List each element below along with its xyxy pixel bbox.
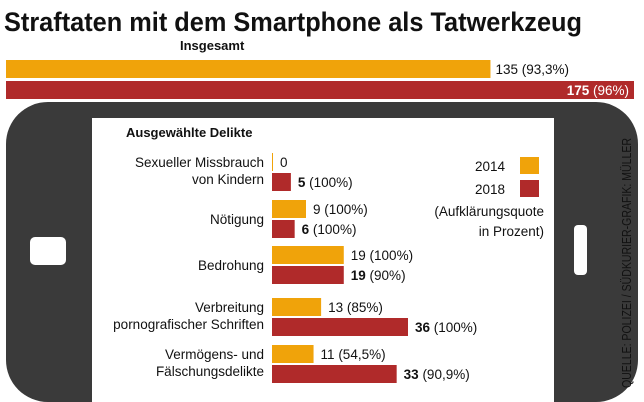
section-title: Ausgewählte Delikte	[126, 125, 252, 140]
bar-2018	[272, 266, 344, 284]
legend-note-line1: (Aufklärungsquote	[434, 204, 544, 219]
category-label: Fälschungsdelikte	[156, 364, 264, 379]
bar-label-2014: 19 (100%)	[351, 248, 413, 263]
bar-2018	[272, 220, 295, 238]
category-label: von Kindern	[192, 172, 264, 187]
bar-label-2014: 9 (100%)	[313, 202, 368, 217]
bar-label-2018: 6 (100%)	[302, 222, 357, 237]
category-label: Nötigung	[210, 212, 264, 227]
bar-label-2014: 0	[280, 155, 288, 170]
bar-2018	[272, 318, 408, 336]
total-label-2014: 135 (93,3%)	[495, 62, 569, 77]
category-label: Sexueller Missbrauch	[135, 155, 264, 170]
legend-label-2014: 2014	[475, 159, 506, 174]
legend: 2014 2018 (Aufklärungsquote in Prozent)	[434, 157, 544, 239]
legend-swatch-2018	[520, 180, 539, 197]
category-bars: Sexueller Missbrauch von Kindern 0 5 (100%)…	[113, 153, 477, 383]
bar-label-2014: 13 (85%)	[328, 300, 383, 315]
phone-home-button	[30, 237, 66, 265]
bar-2018	[272, 173, 291, 191]
chart-title: Straftaten mit dem Smartphone als Tatwer…	[4, 7, 582, 37]
bar-2014	[272, 200, 306, 218]
source-note: QUELLE: POLIZEI / SÜDKURIER-GRAFIK: MÜLL…	[620, 138, 634, 388]
bar-2018	[272, 365, 397, 383]
legend-label-2018: 2018	[475, 182, 505, 197]
category-label: Vermögens- und	[165, 347, 264, 362]
bar-label-2018: 36 (100%)	[415, 320, 477, 335]
category-label: pornografischer Schriften	[113, 317, 264, 332]
bar-2014	[272, 246, 344, 264]
bar-label-2018: 5 (100%)	[298, 175, 353, 190]
total-label-2018: 175 (96%)	[567, 83, 629, 98]
bar-label-2014: 11 (54,5%)	[321, 347, 386, 362]
legend-note-line2: in Prozent)	[479, 224, 544, 239]
bar-2014	[272, 153, 273, 171]
total-bar-2018	[6, 81, 634, 99]
category-label: Verbreitung	[195, 300, 264, 315]
bar-2014	[272, 345, 314, 363]
bar-label-2018: 33 (90,9%)	[404, 367, 470, 382]
legend-swatch-2014	[520, 157, 539, 174]
category-label: Bedrohung	[198, 258, 264, 273]
total-bar-2014	[6, 60, 491, 78]
phone-side-slot	[574, 225, 587, 275]
bar-label-2018: 19 (90%)	[351, 268, 406, 283]
total-bars: 135 (93,3%) 175 (96%)	[6, 60, 634, 99]
bar-2014	[272, 298, 322, 316]
total-label: Insgesamt	[180, 38, 245, 53]
